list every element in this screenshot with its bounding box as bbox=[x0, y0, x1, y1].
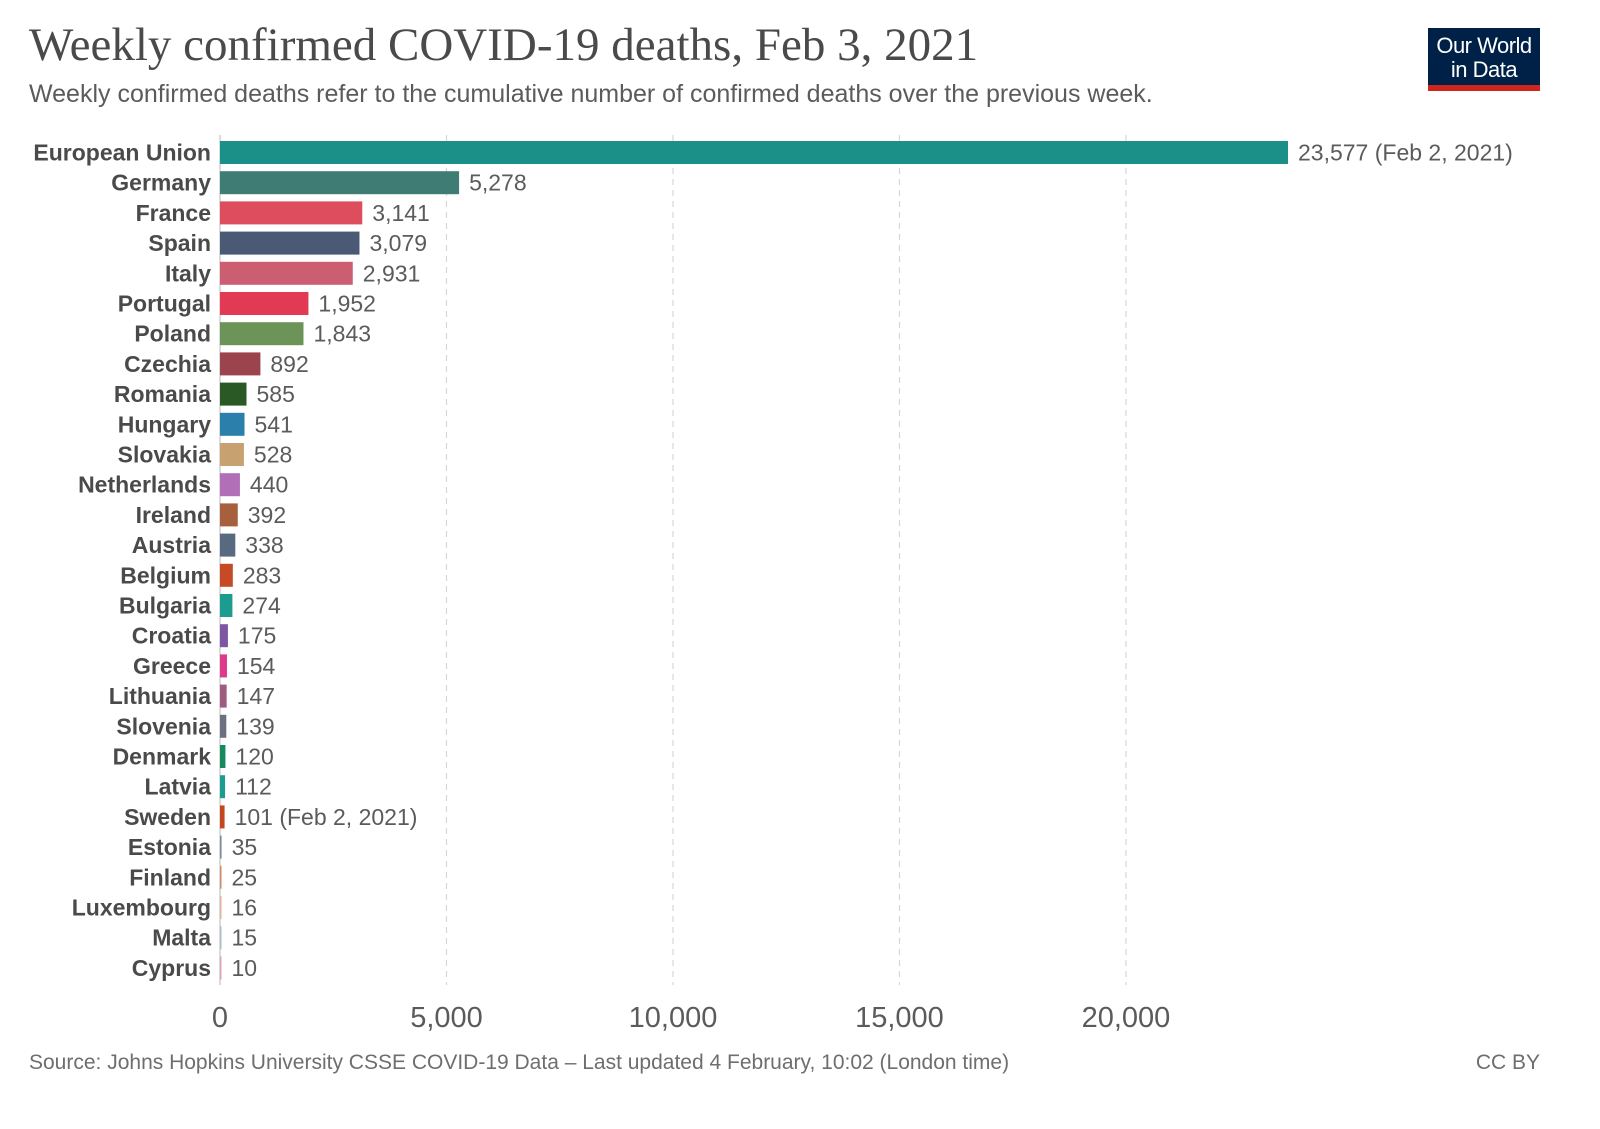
bar-romania[interactable] bbox=[220, 382, 247, 406]
category-label: Portugal bbox=[118, 291, 211, 317]
bar-ireland[interactable] bbox=[220, 503, 238, 527]
category-label: Ireland bbox=[136, 502, 211, 528]
bar-european-union[interactable] bbox=[220, 141, 1288, 164]
license-link[interactable]: CC BY bbox=[1475, 1051, 1540, 1074]
category-label: Netherlands bbox=[78, 472, 211, 498]
bar-malta[interactable] bbox=[220, 926, 222, 950]
value-label: 25 bbox=[232, 864, 258, 890]
bar-cyprus[interactable] bbox=[220, 956, 222, 980]
category-label: Italy bbox=[165, 260, 211, 286]
value-label: 585 bbox=[256, 381, 294, 407]
category-label: Greece bbox=[133, 653, 211, 679]
bar-bulgaria[interactable] bbox=[220, 594, 233, 617]
value-label: 154 bbox=[237, 653, 276, 679]
bar-austria[interactable] bbox=[220, 533, 236, 557]
bar-netherlands[interactable] bbox=[220, 473, 240, 497]
category-label: Poland bbox=[134, 321, 211, 347]
value-label: 2,931 bbox=[363, 260, 421, 286]
bar-spain[interactable] bbox=[220, 231, 360, 255]
chart-subtitle: Weekly confirmed deaths refer to the cum… bbox=[29, 80, 1153, 108]
value-label: 1,952 bbox=[318, 291, 376, 317]
category-label: Finland bbox=[129, 864, 211, 890]
x-tick-label: 5,000 bbox=[410, 1002, 483, 1034]
category-label: Slovenia bbox=[116, 713, 211, 739]
category-label: Spain bbox=[148, 230, 211, 256]
x-tick-label: 20,000 bbox=[1082, 1002, 1171, 1034]
bar-belgium[interactable] bbox=[220, 563, 233, 587]
bar-denmark[interactable] bbox=[220, 745, 226, 768]
category-label: Luxembourg bbox=[72, 895, 211, 921]
value-label: 338 bbox=[245, 532, 283, 558]
x-tick-label: 10,000 bbox=[629, 1002, 718, 1034]
category-label: European Union bbox=[33, 140, 211, 166]
value-label: 3,079 bbox=[369, 230, 427, 256]
bar-luxembourg[interactable] bbox=[220, 896, 222, 919]
value-label: 283 bbox=[243, 562, 281, 588]
value-label: 1,843 bbox=[313, 321, 371, 347]
value-label: 101 (Feb 2, 2021) bbox=[235, 804, 418, 830]
bar-sweden[interactable] bbox=[220, 805, 225, 829]
x-tick-label: 15,000 bbox=[855, 1002, 944, 1034]
bar-slovenia[interactable] bbox=[220, 714, 227, 738]
bar-greece[interactable] bbox=[220, 654, 227, 678]
value-label: 392 bbox=[248, 502, 286, 528]
logo-line-1: Our World bbox=[1436, 33, 1532, 58]
owid-logo[interactable]: Our World in Data bbox=[1428, 28, 1540, 91]
bar-lithuania[interactable] bbox=[220, 684, 227, 708]
value-label: 120 bbox=[235, 744, 273, 770]
value-label: 440 bbox=[250, 472, 288, 498]
category-label: Belgium bbox=[120, 562, 211, 588]
value-label: 16 bbox=[232, 895, 258, 921]
bar-hungary[interactable] bbox=[220, 412, 245, 436]
value-label: 10 bbox=[232, 955, 258, 981]
category-label: Cyprus bbox=[132, 955, 211, 981]
category-label: Slovakia bbox=[118, 442, 212, 468]
category-label: Sweden bbox=[124, 804, 211, 830]
bar-finland[interactable] bbox=[220, 865, 222, 889]
bar-czechia[interactable] bbox=[220, 352, 261, 376]
category-label: France bbox=[136, 200, 211, 226]
source-note: Source: Johns Hopkins University CSSE CO… bbox=[29, 1051, 1010, 1074]
bar-estonia[interactable] bbox=[220, 835, 222, 859]
value-label: 5,278 bbox=[469, 170, 527, 196]
value-label: 139 bbox=[236, 713, 274, 739]
bar-latvia[interactable] bbox=[220, 775, 226, 799]
value-label: 147 bbox=[237, 683, 275, 709]
bar-slovakia[interactable] bbox=[220, 443, 244, 466]
category-label: Germany bbox=[111, 170, 211, 196]
value-label: 892 bbox=[270, 351, 308, 377]
category-label: Latvia bbox=[145, 774, 212, 800]
bar-germany[interactable] bbox=[220, 171, 460, 195]
value-label: 15 bbox=[232, 925, 258, 951]
value-label: 541 bbox=[255, 411, 293, 437]
bar-croatia[interactable] bbox=[220, 624, 228, 648]
category-label: Denmark bbox=[113, 744, 212, 770]
category-label: Lithuania bbox=[109, 683, 211, 709]
value-label: 3,141 bbox=[372, 200, 430, 226]
category-label: Austria bbox=[132, 532, 211, 558]
value-label: 274 bbox=[242, 593, 281, 619]
category-label: Romania bbox=[114, 381, 211, 407]
category-label: Malta bbox=[152, 925, 211, 951]
logo-line-2: in Data bbox=[1450, 57, 1518, 82]
category-label: Czechia bbox=[124, 351, 211, 377]
value-label: 528 bbox=[254, 442, 292, 468]
value-label: 112 bbox=[235, 774, 272, 800]
value-label: 35 bbox=[232, 834, 258, 860]
bar-poland[interactable] bbox=[220, 322, 304, 346]
category-label: Croatia bbox=[132, 623, 211, 649]
bar-italy[interactable] bbox=[220, 261, 353, 285]
category-label: Hungary bbox=[118, 411, 212, 437]
x-tick-label: 0 bbox=[212, 1002, 228, 1034]
bar-portugal[interactable] bbox=[220, 292, 309, 315]
category-label: Estonia bbox=[128, 834, 211, 860]
bar-france[interactable] bbox=[220, 201, 363, 225]
category-label: Bulgaria bbox=[119, 593, 211, 619]
chart-title: Weekly confirmed COVID-19 deaths, Feb 3,… bbox=[29, 19, 979, 71]
value-label: 23,577 (Feb 2, 2021) bbox=[1298, 140, 1513, 166]
value-label: 175 bbox=[238, 623, 276, 649]
